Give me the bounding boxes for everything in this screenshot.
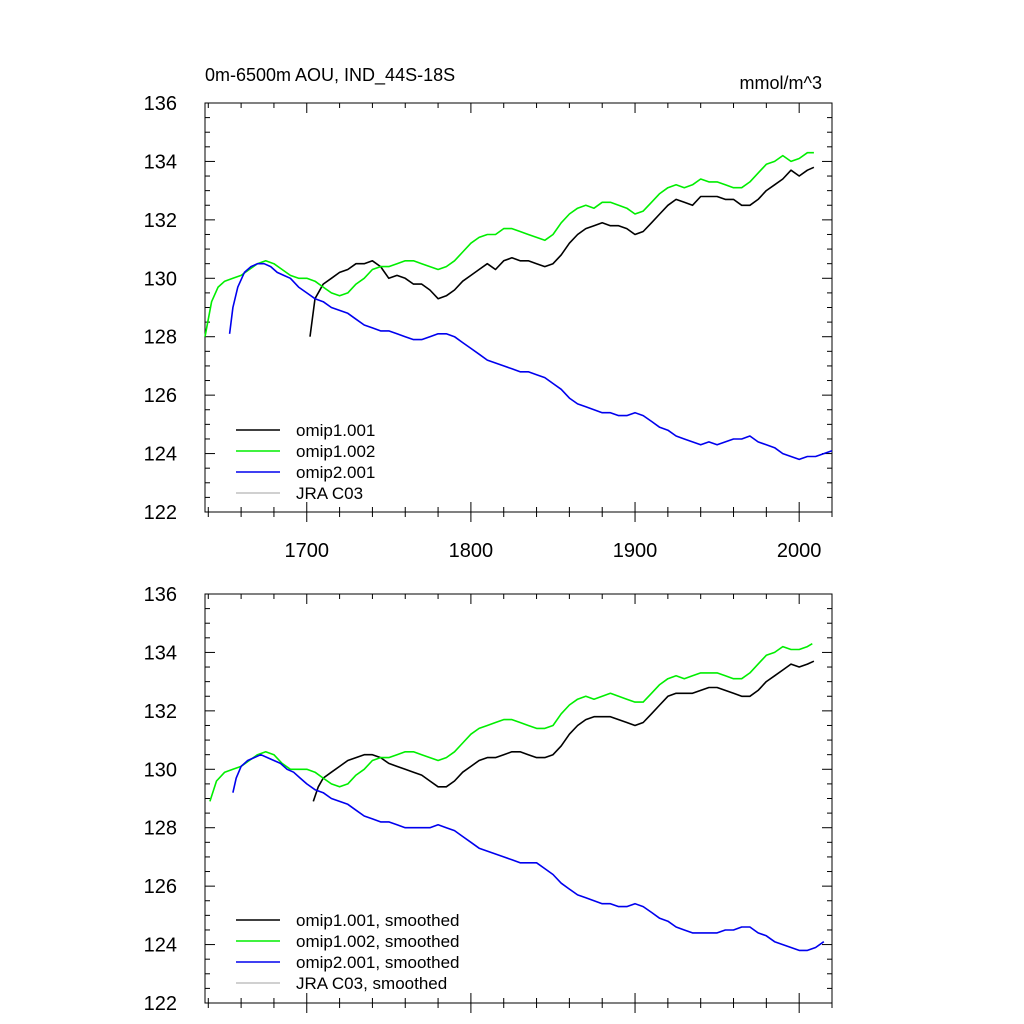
units-label: mmol/m^3 <box>740 73 822 93</box>
y-tick-label: 128 <box>144 327 177 349</box>
y-tick-label: 124 <box>144 935 177 957</box>
series-line-omip1-001-smoothed <box>312 660 815 802</box>
y-tick-label: 130 <box>144 268 177 290</box>
y-tick-label: 136 <box>144 584 177 606</box>
legend-label: omip2.001, smoothed <box>296 953 460 972</box>
y-tick-label: 134 <box>144 642 177 664</box>
series-line-omip2-001 <box>228 262 833 461</box>
series-line-omip1-002 <box>204 151 814 337</box>
legend-label: omip1.001, smoothed <box>296 911 460 930</box>
legend-label: JRA C03, smoothed <box>296 974 447 993</box>
y-tick-label: 132 <box>144 701 177 723</box>
y-tick-label: 126 <box>144 876 177 898</box>
y-tick-label: 128 <box>144 818 177 840</box>
y-tick-label: 124 <box>144 444 177 466</box>
x-tick-label: 1700 <box>285 540 330 562</box>
x-tick-label: 1900 <box>613 540 658 562</box>
y-tick-label: 126 <box>144 385 177 407</box>
y-tick-label: 122 <box>144 502 177 524</box>
legend-label: JRA C03 <box>296 484 363 503</box>
legend-label: omip1.002, smoothed <box>296 932 460 951</box>
y-tick-label: 130 <box>144 759 177 781</box>
y-tick-label: 136 <box>144 93 177 115</box>
y-tick-label: 134 <box>144 151 177 173</box>
x-tick-label: 2000 <box>777 540 822 562</box>
series-line-omip1-001 <box>309 166 815 337</box>
legend-label: omip2.001 <box>296 463 375 482</box>
series-line-omip1-002-smoothed <box>209 643 813 802</box>
top-panel: 122 124 126 128 130 132 134 136 1700 1800 1900 2000… <box>144 65 833 562</box>
bottom-panel: 122 124 126 128 130 132 134 136 omip1.001, smoot… <box>144 584 833 1015</box>
legend-label: omip1.002 <box>296 442 375 461</box>
legend-label: omip1.001 <box>296 421 375 440</box>
series-line-omip2-001-smoothed <box>232 753 825 952</box>
x-tick-label: 1800 <box>449 540 494 562</box>
chart-title: 0m-6500m AOU, IND_44S-18S <box>205 65 455 86</box>
y-tick-label: 132 <box>144 210 177 232</box>
y-tick-label: 122 <box>144 993 177 1015</box>
